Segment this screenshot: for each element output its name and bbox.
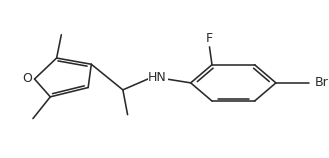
Text: HN: HN (148, 71, 167, 84)
Text: Br: Br (315, 76, 329, 89)
Text: O: O (23, 73, 33, 85)
Text: F: F (206, 32, 213, 45)
